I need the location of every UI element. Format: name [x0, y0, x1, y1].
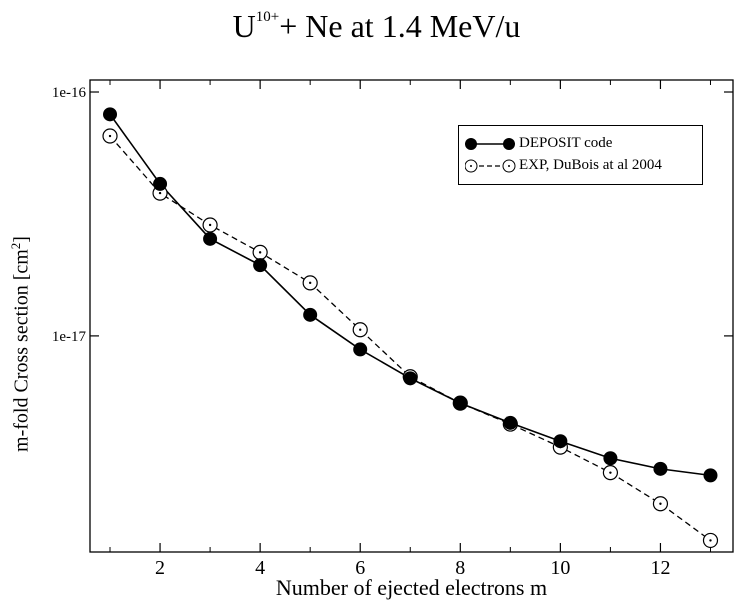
chart-title: U10++ Ne at 1.4 MeV/u [0, 8, 753, 45]
series-deposit-point [103, 107, 118, 122]
y-tick-label: 1e-16 [52, 85, 87, 101]
series-exp-point-dot [308, 281, 312, 285]
chart-title-main-right: + Ne at 1.4 MeV/u [279, 8, 521, 44]
y-axis-label-superscript: 2 [8, 242, 23, 250]
legend-swatch-exp [465, 159, 516, 173]
series-exp-point-dot [709, 539, 712, 542]
legend-entry-deposit: DEPOSIT code [459, 134, 702, 154]
series-deposit-point [453, 396, 468, 411]
series-exp-line [109, 135, 711, 541]
series-deposit-point [253, 258, 268, 273]
y-axis-label-end: ] [10, 236, 33, 243]
series-deposit-point [553, 434, 568, 449]
x-tick-label: 6 [355, 557, 365, 579]
series-deposit-point [703, 468, 718, 483]
series-deposit-point [603, 451, 618, 466]
series-exp-point-dot [158, 191, 162, 195]
series-deposit-point [353, 342, 368, 357]
series-deposit-point [303, 307, 318, 322]
legend-label-exp: EXP, DuBois at al 2004 [519, 157, 662, 173]
series-deposit-point [203, 231, 218, 246]
x-tick-label: 10 [550, 557, 570, 579]
series-exp-point-dot [609, 471, 612, 474]
series-deposit-point [403, 371, 418, 386]
legend: DEPOSIT code EXP, DuBois at al 2004 [458, 125, 703, 185]
series-deposit-point [153, 176, 168, 191]
chart-title-main-left: U [232, 8, 256, 44]
series-exp-point-dot [108, 134, 112, 138]
x-tick-label: 8 [455, 557, 465, 579]
series-deposit-point [503, 415, 518, 430]
series-exp-point-dot [659, 502, 662, 505]
series-exp-point-dot [208, 223, 212, 227]
plot-frame [89, 79, 734, 553]
legend-entry-exp: EXP, DuBois at al 2004 [459, 156, 702, 176]
legend-label-deposit: DEPOSIT code [519, 135, 613, 151]
series-exp-point-dot [258, 251, 262, 254]
x-tick-label: 12 [650, 557, 670, 579]
y-tick-label: 1e-17 [52, 329, 87, 345]
x-tick-label: 4 [255, 557, 265, 579]
series-deposit-point [653, 461, 668, 476]
series-exp-point-dot [359, 328, 362, 331]
y-axis-label-text: m-fold Cross section [cm [10, 249, 33, 452]
y-axis-label: m-fold Cross section [cm2] [8, 236, 34, 452]
x-axis-label: Number of ejected electrons m [275, 575, 548, 600]
legend-swatch-deposit [465, 138, 515, 150]
x-tick-label: 2 [155, 557, 165, 579]
chart-title-superscript: 10+ [255, 9, 280, 25]
